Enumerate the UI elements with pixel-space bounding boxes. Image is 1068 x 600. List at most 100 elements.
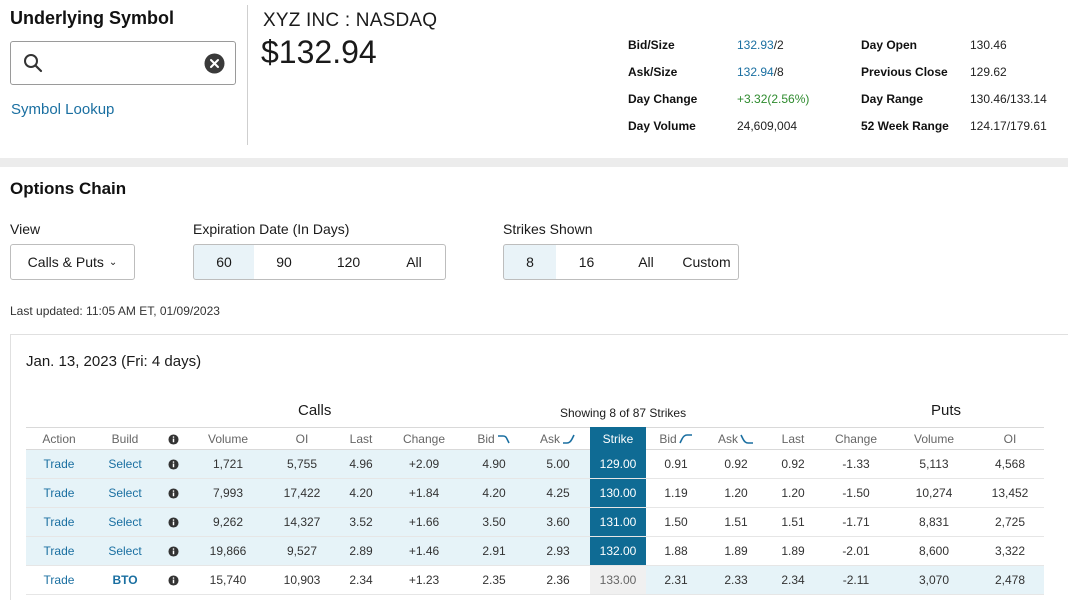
col-header-call-ask[interactable]: Ask (526, 427, 590, 450)
day-change-label: Day Change (628, 92, 698, 106)
info-icon[interactable] (167, 488, 179, 499)
call-ask[interactable]: 2.36 (526, 565, 590, 595)
col-header-put-bid[interactable]: Bid (646, 427, 706, 450)
table-row: Trade Select 7,993 17,422 4.20 +1.84 4.20 4.25 1… (26, 478, 1044, 508)
put-last: 2.34 (766, 565, 820, 595)
strike-price: 129.00 (590, 449, 646, 479)
ask-size: /8 (773, 65, 784, 79)
put-ask[interactable]: 1.51 (706, 507, 766, 537)
row-action-cell[interactable]: Trade (26, 507, 92, 537)
col-header-strike: Strike (590, 427, 646, 450)
last-updated-text: Last updated: 11:05 AM ET, 01/09/2023 (10, 304, 220, 318)
call-ask[interactable]: 2.93 (526, 536, 590, 566)
call-volume: 1,721 (188, 449, 268, 479)
put-ask[interactable]: 1.20 (706, 478, 766, 508)
call-volume: 7,993 (188, 478, 268, 508)
day-open-value: 130.46 (970, 38, 1007, 52)
col-header-call-bid[interactable]: Bid (462, 427, 526, 450)
build-link[interactable]: Select (108, 457, 142, 471)
trade-link[interactable]: Trade (43, 573, 75, 587)
expiration-option-120[interactable]: 120 (314, 244, 384, 280)
call-ask[interactable]: 3.60 (526, 507, 590, 537)
put-volume: 5,113 (892, 449, 976, 479)
call-ask[interactable]: 4.25 (526, 478, 590, 508)
view-label: View (10, 221, 41, 237)
expiration-option-60[interactable]: 60 (193, 244, 255, 280)
col-header-info[interactable] (158, 427, 188, 450)
row-info-cell[interactable] (158, 478, 188, 508)
chain-panel (10, 335, 1068, 600)
put-open-interest: 4,568 (976, 449, 1044, 479)
call-bid[interactable]: 2.91 (462, 536, 526, 566)
call-change: +2.09 (386, 449, 462, 479)
strike-price: 130.00 (590, 478, 646, 508)
expiration-option-all[interactable]: All (383, 244, 446, 280)
day-volume-label: Day Volume (628, 119, 696, 133)
info-icon[interactable] (167, 434, 179, 445)
info-icon[interactable] (167, 575, 179, 586)
call-bid[interactable]: 4.90 (462, 449, 526, 479)
info-icon[interactable] (167, 517, 179, 528)
row-action-cell[interactable]: Trade (26, 565, 92, 595)
row-build-cell[interactable]: BTO (92, 565, 158, 595)
put-bid[interactable]: 2.31 (646, 565, 706, 595)
strikes-option-custom[interactable]: Custom (675, 244, 739, 280)
row-info-cell[interactable] (158, 507, 188, 537)
trade-link[interactable]: Trade (43, 486, 75, 500)
info-icon[interactable] (167, 459, 179, 470)
row-info-cell[interactable] (158, 449, 188, 479)
strikes-option-all[interactable]: All (617, 244, 676, 280)
bid-price: 132.93 (737, 38, 774, 52)
call-bid[interactable]: 2.35 (462, 565, 526, 595)
put-change: -1.33 (820, 449, 892, 479)
call-bid[interactable]: 4.20 (462, 478, 526, 508)
put-bid[interactable]: 0.91 (646, 449, 706, 479)
call-volume: 15,740 (188, 565, 268, 595)
row-action-cell[interactable]: Trade (26, 449, 92, 479)
symbol-lookup-link[interactable]: Symbol Lookup (11, 101, 115, 118)
day-volume-value: 24,609,004 (737, 119, 798, 133)
build-link[interactable]: Select (108, 486, 142, 500)
col-header-action: Action (26, 427, 92, 450)
week52-range-value: 124.17/179.61 (970, 119, 1047, 133)
strikes-option-16[interactable]: 16 (556, 244, 618, 280)
call-ask[interactable]: 5.00 (526, 449, 590, 479)
call-change: +1.84 (386, 478, 462, 508)
row-info-cell[interactable] (158, 536, 188, 566)
put-ask[interactable]: 1.89 (706, 536, 766, 566)
call-open-interest: 9,527 (268, 536, 336, 566)
row-build-cell[interactable]: Select (92, 478, 158, 508)
row-build-cell[interactable]: Select (92, 507, 158, 537)
put-volume: 8,600 (892, 536, 976, 566)
col-header-put-ask[interactable]: Ask (706, 427, 766, 450)
trade-link[interactable]: Trade (43, 457, 75, 471)
build-link[interactable]: BTO (112, 573, 138, 587)
trade-link[interactable]: Trade (43, 515, 75, 529)
row-info-cell[interactable] (158, 565, 188, 595)
quote-header: Underlying Symbol Symbol Lookup XYZ INC … (0, 0, 1068, 158)
row-build-cell[interactable]: Select (92, 449, 158, 479)
symbol-search-box[interactable] (10, 41, 236, 85)
build-link[interactable]: Select (108, 515, 142, 529)
day-open-label: Day Open (861, 38, 918, 52)
row-action-cell[interactable]: Trade (26, 536, 92, 566)
info-icon[interactable] (167, 546, 179, 557)
row-action-cell[interactable]: Trade (26, 478, 92, 508)
clear-search-icon[interactable] (204, 53, 225, 74)
put-change: -1.50 (820, 478, 892, 508)
row-build-cell[interactable]: Select (92, 536, 158, 566)
call-bid[interactable]: 3.50 (462, 507, 526, 537)
put-bid[interactable]: 1.19 (646, 478, 706, 508)
call-open-interest: 5,755 (268, 449, 336, 479)
view-dropdown[interactable]: Calls & Puts ⌄ (10, 244, 135, 280)
put-ask[interactable]: 0.92 (706, 449, 766, 479)
trade-link[interactable]: Trade (43, 544, 75, 558)
put-bid[interactable]: 1.50 (646, 507, 706, 537)
expiration-option-90[interactable]: 90 (254, 244, 315, 280)
put-ask[interactable]: 2.33 (706, 565, 766, 595)
symbol-search-input[interactable] (53, 50, 193, 76)
call-open-interest: 17,422 (268, 478, 336, 508)
build-link[interactable]: Select (108, 544, 142, 558)
put-bid[interactable]: 1.88 (646, 536, 706, 566)
strikes-option-8[interactable]: 8 (503, 244, 557, 280)
